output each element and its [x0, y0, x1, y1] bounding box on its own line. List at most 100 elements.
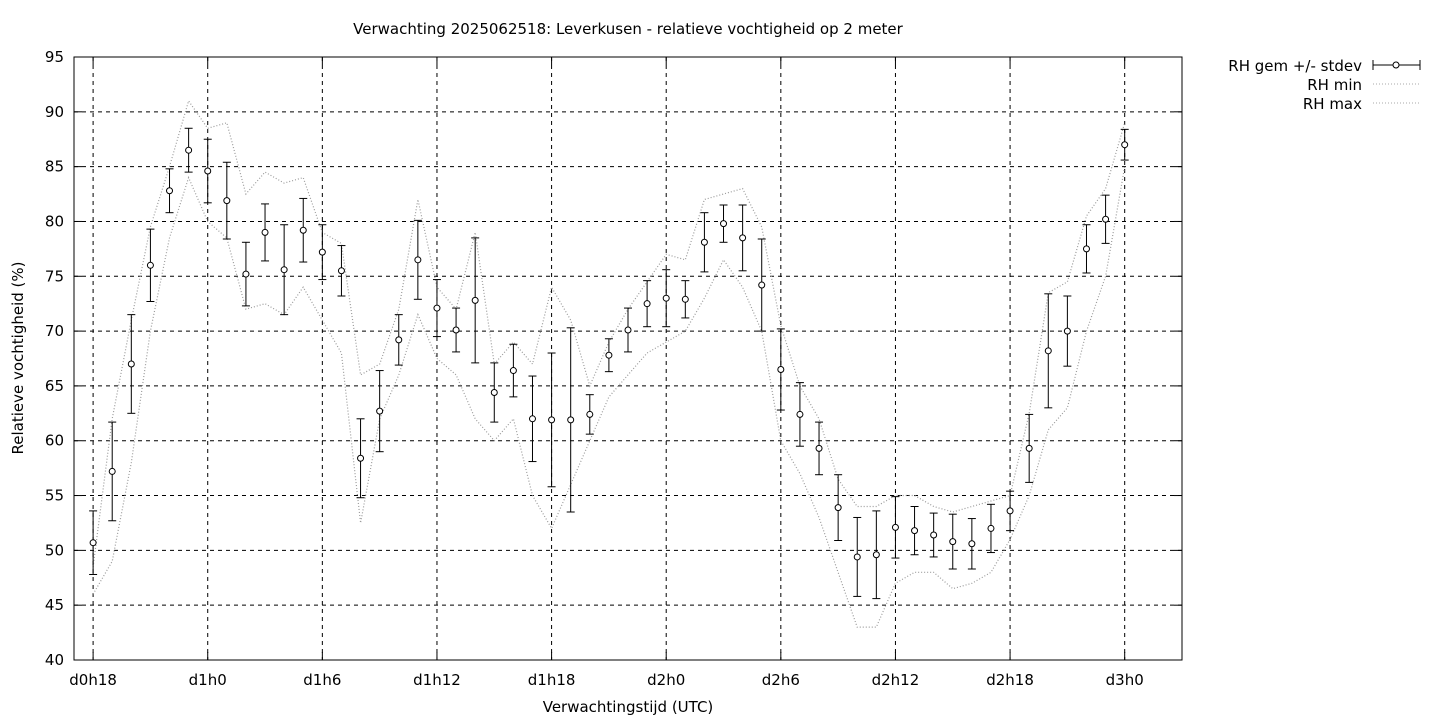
x-axis: d0h18 d1h0 d1h6 d1h12 d1h18 d2h0 d2h6 d2h12 d2h1…: [69, 57, 1144, 689]
mean-marker: [567, 416, 575, 424]
mean-marker: [949, 538, 957, 546]
legend: RH gem +/- stdev RH min RH max: [1228, 57, 1421, 113]
mean-marker: [1044, 347, 1052, 355]
mean-marker: [509, 367, 517, 375]
errorbar-point: [967, 518, 976, 570]
errorbar-point: [394, 314, 403, 366]
mean-marker: [930, 531, 938, 539]
mean-marker: [720, 220, 728, 228]
mean-marker: [1102, 215, 1110, 223]
chart-title: Verwachting 2025062518: Leverkusen - rel…: [353, 20, 904, 38]
y-tick-label: 45: [45, 596, 64, 614]
y-tick-label: 50: [45, 541, 64, 559]
mean-marker: [643, 300, 651, 308]
x-tick-label: d1h0: [189, 671, 227, 689]
mean-marker: [891, 523, 899, 531]
mean-marker: [299, 226, 307, 234]
legend-label-min: RH min: [1307, 76, 1362, 94]
plot-frame: [73, 56, 1183, 661]
errorbar-point: [108, 421, 117, 522]
x-tick-label: d2h18: [986, 671, 1034, 689]
mean-marker: [223, 197, 231, 205]
mean-marker: [357, 454, 365, 462]
y-tick-label: 40: [45, 651, 64, 669]
y-tick-label: 75: [45, 267, 64, 285]
mean-marker: [548, 416, 556, 424]
errorbar-point: [929, 512, 938, 558]
errorbar-point: [1082, 224, 1091, 274]
mean-marker: [834, 504, 842, 512]
mean-marker: [700, 238, 708, 246]
errorbar-point: [1025, 413, 1034, 483]
y-tick-label: 70: [45, 322, 64, 340]
y-tick-label: 65: [45, 377, 64, 395]
errorbar-point: [1120, 128, 1129, 161]
errorbar-point: [1063, 295, 1072, 367]
errorbar-point: [643, 280, 652, 328]
mean-marker: [146, 261, 154, 269]
mean-marker: [853, 553, 861, 561]
mean-marker: [318, 248, 326, 256]
errorbar-point: [146, 228, 155, 302]
x-tick-label: d0h18: [69, 671, 117, 689]
errorbar-point: [471, 237, 480, 364]
errorbar-point: [490, 362, 499, 423]
grid: [74, 57, 1182, 660]
mean-marker: [261, 228, 269, 236]
errorbar-point: [948, 513, 957, 570]
legend-entry-min: RH min: [1307, 76, 1420, 94]
errorbar-point: [261, 203, 270, 262]
errorbar-point: [280, 224, 289, 316]
y-tick-label: 60: [45, 432, 64, 450]
errorbar-point: [757, 238, 766, 332]
errorbar-point: [910, 506, 919, 556]
mean-marker: [337, 267, 345, 275]
errorbar-point: [604, 338, 613, 373]
mean-marker: [89, 539, 97, 547]
errorbar-point: [681, 280, 690, 319]
errorbar-point: [872, 510, 881, 600]
errorbar-point: [738, 204, 747, 272]
errorbar-point: [834, 474, 843, 541]
x-axis-label: Verwachtingstijd (UTC): [543, 698, 714, 716]
mean-marker: [758, 281, 766, 289]
x-tick-label: d1h18: [528, 671, 576, 689]
mean-marker: [166, 187, 174, 195]
mean-marker: [1121, 141, 1129, 149]
y-axis: 40 45 50 55 60 65 70 75 80 85 90 95: [45, 48, 1182, 669]
y-tick-label: 90: [45, 103, 64, 121]
mean-marker: [872, 551, 880, 559]
errorbar-point: [776, 328, 785, 411]
mean-marker: [605, 351, 613, 359]
mean-marker: [1006, 507, 1014, 515]
errorbar-point: [891, 496, 900, 559]
y-tick-label: 85: [45, 158, 64, 176]
mean-marker: [1082, 245, 1090, 253]
errorbar-point: [89, 510, 98, 575]
mean-marker: [185, 146, 193, 154]
mean-marker: [796, 410, 804, 418]
legend-entry-max: RH max: [1303, 95, 1420, 113]
errorbar-point: [528, 375, 537, 463]
mean-marker: [108, 467, 116, 475]
mean-marker: [280, 266, 288, 274]
errorbar-point: [1006, 490, 1015, 532]
y-axis-label: Relatieve vochtigheid (%): [9, 261, 27, 454]
errorbar-point: [566, 327, 575, 513]
errorbar-point: [203, 138, 212, 204]
mean-marker: [242, 270, 250, 278]
errorbar-point: [509, 343, 518, 398]
mean-marker: [1063, 327, 1071, 335]
errorbar-point: [986, 503, 995, 554]
x-tick-label: d2h12: [872, 671, 920, 689]
mean-marker: [127, 360, 135, 368]
errorbar-point: [375, 370, 384, 453]
errorbar-point: [795, 382, 804, 447]
errorbar-point: [547, 352, 556, 488]
mean-marker: [815, 444, 823, 452]
errorbar-point: [337, 245, 346, 297]
mean-marker: [777, 365, 785, 373]
mean-marker: [490, 388, 498, 396]
x-tick-label: d3h0: [1106, 671, 1144, 689]
errorbar-point: [700, 212, 709, 273]
